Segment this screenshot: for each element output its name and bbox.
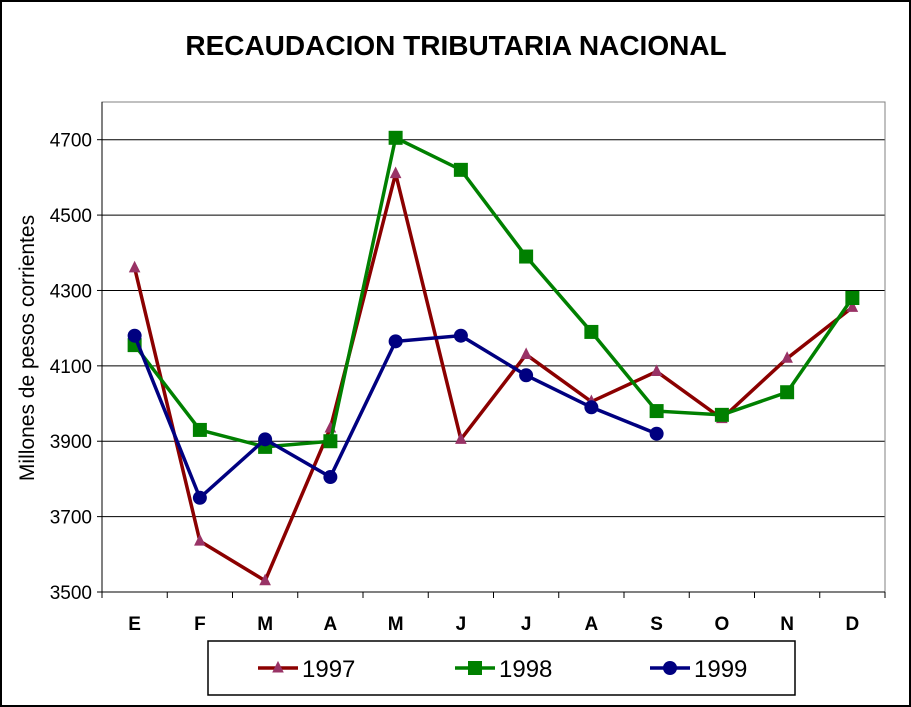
- y-tick-label: 4300: [50, 281, 92, 302]
- legend-item-1999: 1999: [650, 656, 747, 683]
- gridlines: [102, 139, 885, 518]
- y-tick-label: 4100: [50, 357, 92, 378]
- data-point: [846, 300, 859, 312]
- data-point: [128, 260, 141, 273]
- legend-marker: [272, 660, 284, 673]
- series-1997: [128, 166, 859, 586]
- data-point: [453, 328, 468, 343]
- x-tick-label: M: [257, 614, 273, 635]
- series-1998: [127, 130, 860, 454]
- y-axis-label: Millones de pesos corrientes: [16, 215, 39, 481]
- y-tick-label: 3900: [50, 432, 92, 453]
- data-point: [453, 162, 468, 177]
- series-line-1998: [133, 135, 854, 449]
- data-point: [781, 351, 793, 363]
- series-line-1997: [132, 173, 854, 584]
- legend-label: 1999: [694, 656, 747, 683]
- data-point: [323, 434, 338, 449]
- plot-area: [101, 101, 886, 593]
- x-tick-label: M: [388, 614, 404, 635]
- x-tick-label: J: [521, 614, 532, 635]
- chart-title: RECAUDACION TRIBUTARIA NACIONAL: [185, 30, 726, 61]
- x-tick-label: F: [194, 614, 206, 635]
- data-point: [388, 130, 403, 145]
- data-point: [192, 422, 207, 437]
- y-tick-label: 4500: [50, 206, 92, 227]
- legend-marker: [663, 661, 677, 675]
- y-tick-label: 3500: [50, 583, 92, 604]
- legend-marker: [468, 661, 482, 675]
- data-point: [389, 166, 402, 179]
- legend-item-1998: 1998: [455, 656, 552, 683]
- legend: 1997 1998 1999: [207, 640, 796, 696]
- legend-item-1997: 1997: [258, 656, 355, 683]
- data-point: [649, 404, 664, 419]
- x-tick-label: A: [585, 614, 599, 635]
- series-layer: [127, 130, 860, 586]
- data-point: [258, 432, 273, 447]
- data-point: [259, 573, 271, 586]
- data-point: [323, 470, 338, 485]
- data-point: [519, 249, 534, 264]
- legend-label: 1998: [499, 656, 552, 683]
- data-point: [845, 291, 860, 305]
- data-point: [584, 400, 599, 415]
- data-point: [455, 432, 467, 444]
- data-point: [649, 426, 664, 441]
- x-tick-label: E: [128, 614, 141, 635]
- data-point: [192, 490, 207, 505]
- data-point: [127, 328, 142, 343]
- series-1999: [127, 328, 664, 505]
- x-tick-label: J: [456, 614, 467, 635]
- x-tick-label: D: [846, 614, 860, 635]
- y-tick-label: 4700: [50, 131, 92, 152]
- data-point: [780, 385, 795, 400]
- axes: 3500 3700 3900 4100 4300 4500 4700 E F M A M J J A S O N D: [50, 102, 886, 635]
- data-point: [194, 533, 206, 546]
- x-tick-label: A: [324, 614, 338, 635]
- data-point: [388, 334, 403, 349]
- data-point: [520, 347, 532, 360]
- data-point: [584, 324, 599, 339]
- x-tick-label: S: [650, 614, 663, 635]
- legend-box: [207, 640, 796, 696]
- data-point: [650, 364, 663, 376]
- x-tick-label: N: [780, 614, 794, 635]
- legend-label: 1997: [302, 656, 355, 683]
- data-point: [714, 407, 729, 422]
- x-tick-label: O: [714, 614, 729, 635]
- series-line-1999: [133, 333, 658, 501]
- y-tick-label: 3700: [50, 508, 92, 529]
- data-point: [519, 368, 534, 383]
